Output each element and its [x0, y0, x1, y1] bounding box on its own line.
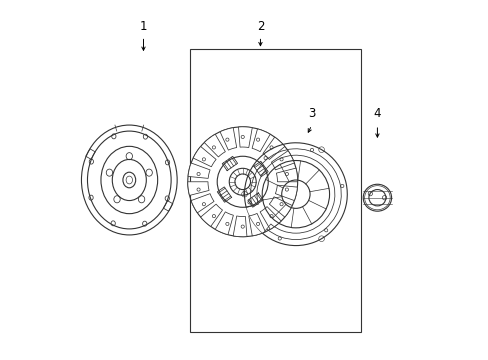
Wedge shape — [275, 185, 297, 201]
Wedge shape — [187, 182, 209, 195]
Wedge shape — [193, 147, 216, 167]
Wedge shape — [251, 129, 270, 152]
Wedge shape — [220, 128, 236, 150]
Wedge shape — [260, 207, 281, 229]
Wedge shape — [188, 163, 210, 179]
Text: 3: 3 — [307, 107, 315, 120]
Wedge shape — [204, 134, 225, 157]
Wedge shape — [233, 216, 246, 237]
Wedge shape — [238, 127, 252, 148]
Wedge shape — [191, 194, 214, 213]
Text: 2: 2 — [256, 20, 264, 33]
Text: 4: 4 — [373, 107, 380, 120]
Wedge shape — [200, 204, 222, 226]
Wedge shape — [276, 168, 297, 182]
Wedge shape — [269, 197, 292, 217]
Wedge shape — [271, 151, 294, 170]
Bar — [189, 49, 361, 332]
Wedge shape — [263, 137, 284, 159]
Text: 1: 1 — [140, 20, 147, 33]
Wedge shape — [248, 213, 265, 236]
Wedge shape — [215, 212, 233, 235]
